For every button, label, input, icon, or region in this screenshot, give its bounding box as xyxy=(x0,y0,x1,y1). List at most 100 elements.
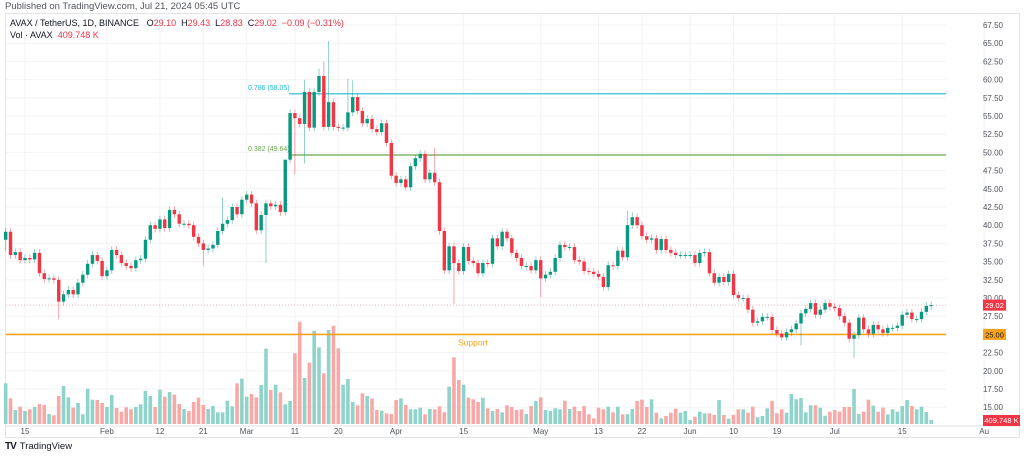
volume-bar xyxy=(52,415,56,424)
level-lines: 0.786 (58.05) 0.382 (49.64) Support xyxy=(6,85,946,347)
volume-bar xyxy=(100,403,104,424)
candle-body xyxy=(620,250,625,258)
candle-body xyxy=(789,329,794,333)
candle-body xyxy=(702,252,707,254)
volume-bar xyxy=(360,393,365,424)
support-price-tag-text: 25.00 xyxy=(985,330,1004,339)
volume-bar xyxy=(741,409,745,424)
volume-label[interactable]: Vol · AVAX xyxy=(10,30,53,40)
high-value: 29.43 xyxy=(187,18,211,28)
volume-bar xyxy=(505,405,509,424)
axes: 67.50 65.00 62.50 60.00 57.50 55.00 52.50 50.00… xyxy=(6,21,1020,436)
candle-body xyxy=(919,311,924,320)
candle-body xyxy=(784,332,789,338)
price-tick-label: 15.00 xyxy=(983,403,1004,412)
candle-body xyxy=(211,244,215,249)
volume-bar xyxy=(726,418,731,424)
candle-body xyxy=(148,225,152,240)
volume-bar xyxy=(235,383,239,424)
volume-bar xyxy=(129,409,133,424)
volume-bar xyxy=(66,397,71,424)
volume-bar xyxy=(302,378,307,424)
candle-body xyxy=(707,252,712,274)
volume-bar xyxy=(442,412,447,424)
candle-body xyxy=(134,260,138,269)
published-note: Published on TradingView.com, Jul 21, 20… xyxy=(5,1,241,12)
volume-bar xyxy=(471,399,476,424)
candle-body xyxy=(23,257,27,261)
volume-bar xyxy=(510,407,514,424)
time-tick-label: May xyxy=(533,427,548,436)
volume-bar xyxy=(23,411,27,424)
symbol-label[interactable]: AVAX / TetherUS, 1D, BINANCE xyxy=(10,18,140,28)
candle-body xyxy=(182,223,186,225)
candle-body xyxy=(360,110,365,124)
volume-bar xyxy=(832,410,837,424)
fib-level-label: 0.382 (49.64) xyxy=(248,146,290,153)
candle-body xyxy=(13,252,18,256)
volume-bar xyxy=(731,415,736,424)
candle-body xyxy=(269,203,273,207)
candle-body xyxy=(852,335,856,339)
candle-body xyxy=(630,217,634,226)
candle-body xyxy=(351,97,355,113)
volume-bar xyxy=(355,405,360,424)
volume-bar xyxy=(61,386,66,424)
candle-body xyxy=(57,279,61,302)
candle-body xyxy=(379,123,384,133)
time-tick-label: 12 xyxy=(155,427,164,436)
candle-body xyxy=(876,324,880,330)
volume-bar xyxy=(432,409,437,424)
candle-body xyxy=(18,252,22,261)
candle-body xyxy=(804,308,808,314)
candle-body xyxy=(100,260,104,277)
volume-bar xyxy=(244,396,249,424)
candle-body xyxy=(534,260,538,271)
volume-bar xyxy=(95,400,100,424)
candle-body xyxy=(775,330,779,334)
candle-body xyxy=(167,209,172,229)
volume-bar xyxy=(452,357,456,424)
candle-body xyxy=(539,260,543,279)
candle-body xyxy=(529,265,533,271)
volume-bar xyxy=(712,415,717,424)
candle-body xyxy=(428,172,432,180)
candle-body xyxy=(293,113,297,119)
candle-body xyxy=(649,238,654,240)
price-tick-label: 40.00 xyxy=(983,221,1004,230)
time-tick-label: 15 xyxy=(459,427,468,436)
time-tick-label: 21 xyxy=(199,427,208,436)
volume-bar xyxy=(779,409,784,424)
last-price-tag-text: 29.02 xyxy=(985,301,1004,310)
volume-bar xyxy=(717,400,721,424)
volume-bar xyxy=(770,401,774,424)
price-tick-label: 57.50 xyxy=(983,94,1004,103)
candle-body xyxy=(119,255,124,264)
volume-bar xyxy=(326,330,331,424)
price-tick-label: 52.50 xyxy=(983,130,1004,139)
volume-bar xyxy=(3,383,8,424)
tradingview-brand[interactable]: TV TradingView xyxy=(5,441,72,452)
volume-bar xyxy=(722,415,726,424)
volume-bar xyxy=(399,398,403,424)
candle-body xyxy=(861,317,866,330)
last-price-tag xyxy=(983,299,1006,311)
volume-bar xyxy=(273,384,278,424)
volume-bar xyxy=(215,412,220,424)
volume-bar xyxy=(418,407,423,424)
time-tick-label: 22 xyxy=(637,427,646,436)
volume-bar xyxy=(543,410,548,424)
candle-body xyxy=(346,112,350,128)
candle-body xyxy=(543,274,548,279)
candle-body xyxy=(548,271,553,275)
candle-body xyxy=(664,239,668,250)
time-tick-label: Feb xyxy=(100,427,114,436)
volume-bar xyxy=(76,403,80,424)
volume-bar xyxy=(760,416,765,424)
candle-body xyxy=(698,252,702,264)
volume-bar xyxy=(837,411,842,424)
volume-bar xyxy=(85,388,90,424)
candle-body xyxy=(606,265,610,288)
volume-bar xyxy=(688,420,692,424)
